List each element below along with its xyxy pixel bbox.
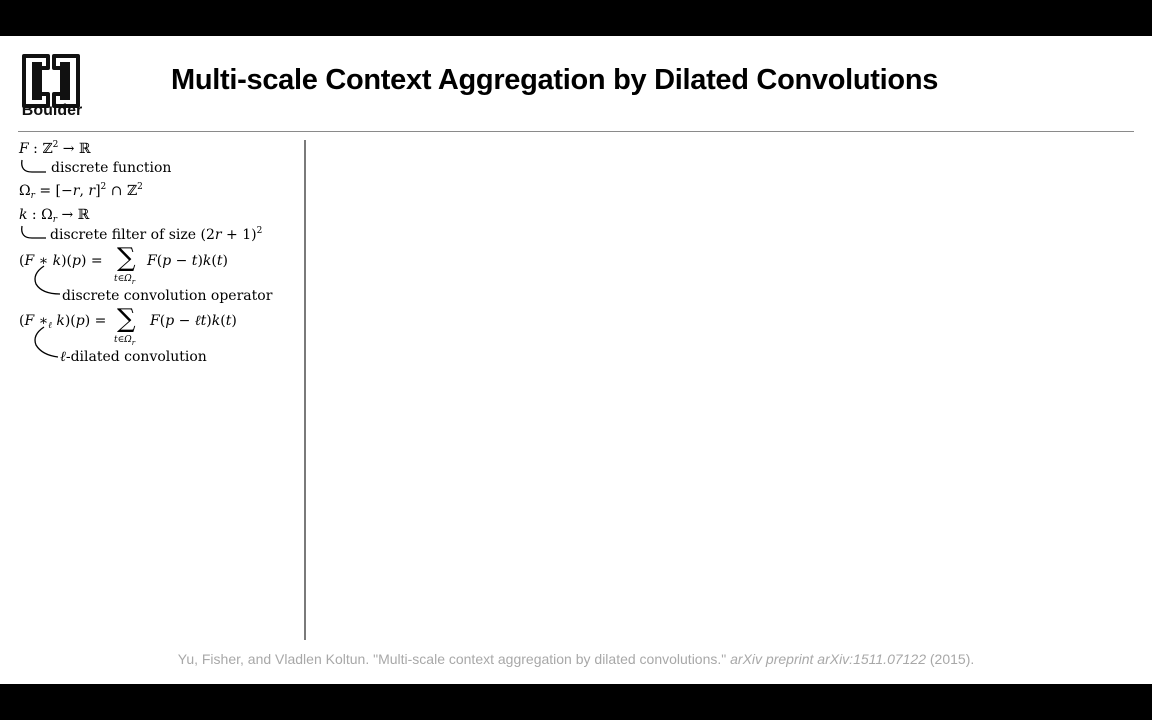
- summation-sign: ∑: [117, 243, 136, 273]
- summation-index: t∈Ωr: [114, 274, 136, 286]
- summation-index: t∈Ωr: [114, 335, 136, 347]
- formula-convolution-rhs: F(p − t)k(t): [147, 253, 228, 269]
- annotation-hook: [21, 225, 46, 239]
- annotation-discrete-convolution: discrete convolution operator: [62, 288, 273, 304]
- citation-text: Yu, Fisher, and Vladlen Koltun. "Multi-s…: [177, 651, 727, 667]
- citation-venue: arXiv preprint arXiv:1511.07122: [730, 651, 926, 667]
- annotation-hook: [34, 326, 59, 358]
- formula-dilated-convolution: (F ∗ℓ k)(p) =: [19, 313, 107, 331]
- summation-sign: ∑: [117, 304, 136, 334]
- vertical-divider: [304, 140, 306, 640]
- citation: Yu, Fisher, and Vladlen Koltun. "Multi-s…: [0, 651, 1152, 667]
- formula-dilated-rhs: F(p − ℓt)k(t): [150, 313, 237, 329]
- slide-title: Multi-scale Context Aggregation by Dilat…: [171, 64, 939, 96]
- annotation-hook: [21, 159, 46, 173]
- annotation-discrete-filter-label: discrete filter of size: [50, 227, 197, 243]
- header-rule: [18, 131, 1134, 132]
- formula-function-def: F : ℤ2 → ℝ: [19, 140, 91, 157]
- annotation-hook: [34, 265, 61, 295]
- annotation-discrete-function: discrete function: [51, 160, 172, 176]
- citation-year: (2015).: [929, 651, 975, 667]
- annotation-discrete-filter: discrete filter of size (2r + 1)2: [50, 226, 263, 243]
- formula-filter-def: k : Ωr → ℝ: [19, 207, 90, 225]
- notes-panel: F : ℤ2 → ℝ discrete function Ωr = [−r, r…: [0, 132, 304, 382]
- annotation-dilated-convolution: ℓ-dilated convolution: [60, 349, 207, 365]
- cu-boulder-logo: [22, 54, 80, 108]
- logo-text: Boulder: [21, 102, 83, 119]
- slide: Boulder Multi-scale Context Aggregation …: [0, 36, 1152, 684]
- formula-convolution: (F ∗ k)(p) =: [19, 253, 103, 269]
- formula-domain-def: Ωr = [−r, r]2 ∩ ℤ2: [19, 182, 143, 201]
- annotation-dilated-label: -dilated convolution: [65, 349, 207, 365]
